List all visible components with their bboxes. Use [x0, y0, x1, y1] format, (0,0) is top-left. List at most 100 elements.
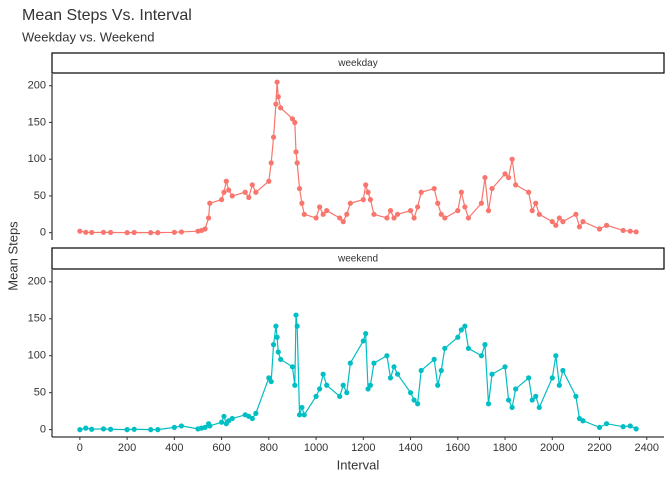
data-point [293, 312, 299, 318]
data-point [344, 390, 350, 396]
data-point [246, 194, 252, 200]
data-point [365, 189, 371, 195]
data-point [465, 345, 472, 351]
data-point [509, 404, 515, 411]
data-point [202, 226, 208, 232]
data-point [340, 382, 346, 388]
x-tick-label: 1600 [446, 442, 470, 454]
data-point [387, 208, 394, 214]
data-point [391, 215, 397, 221]
data-point [221, 189, 227, 195]
data-point [435, 382, 441, 388]
data-point [107, 426, 114, 432]
data-point [442, 215, 448, 221]
data-point [274, 79, 280, 85]
data-point [556, 382, 562, 388]
y-tick-label: 150 [28, 313, 46, 325]
data-point [148, 427, 154, 433]
data-point [293, 149, 299, 155]
data-point [207, 200, 213, 206]
data-point [363, 330, 369, 337]
data-point [526, 189, 532, 195]
data-point [229, 193, 235, 199]
data-point [296, 412, 303, 418]
series-line [79, 315, 637, 431]
data-point [344, 211, 350, 217]
data-point [202, 424, 208, 430]
data-point [462, 323, 468, 329]
data-point [394, 371, 401, 377]
data-point [253, 189, 259, 195]
data-point [485, 401, 492, 407]
y-tick-label: 200 [28, 80, 46, 92]
data-point [549, 219, 555, 225]
data-point [100, 229, 107, 235]
y-tick-label: 150 [28, 116, 46, 128]
data-point [580, 418, 586, 424]
data-point [455, 208, 461, 214]
data-point [536, 211, 542, 217]
data-point [596, 226, 603, 232]
data-point [289, 364, 296, 370]
data-point [489, 185, 495, 192]
data-point [317, 204, 323, 210]
data-point [502, 171, 508, 177]
data-point [367, 382, 374, 388]
data-point [415, 204, 421, 210]
data-point [320, 371, 326, 377]
x-axis-title: Interval [337, 457, 380, 472]
data-point [560, 219, 566, 225]
data-point [478, 200, 485, 206]
data-point [360, 197, 366, 203]
data-point [533, 200, 539, 206]
data-point [320, 211, 326, 217]
y-axis-title: Mean Steps [5, 221, 20, 291]
chart-subtitle: Weekday vs. Weekend [22, 29, 154, 44]
facet-label: weekday [337, 58, 377, 69]
data-point [218, 419, 225, 425]
data-point [301, 211, 307, 217]
data-point [337, 393, 343, 399]
facet-strip [51, 247, 665, 270]
data-point [529, 397, 535, 403]
data-point [324, 382, 330, 388]
data-point [365, 386, 371, 392]
data-point [482, 174, 488, 181]
data-point [418, 367, 424, 374]
data-point [529, 208, 535, 214]
data-point [229, 415, 235, 422]
data-point [340, 219, 346, 225]
data-point [580, 219, 586, 225]
x-tick-label: 200 [118, 442, 136, 454]
data-point [89, 229, 95, 236]
data-point [278, 105, 284, 111]
data-point [536, 404, 542, 411]
data-point [249, 415, 255, 422]
data-point [249, 182, 255, 188]
data-point [553, 222, 559, 228]
data-point [207, 423, 213, 429]
x-tick-label: 0 [77, 442, 83, 454]
data-point [324, 208, 330, 214]
data-point [384, 215, 390, 221]
data-point [411, 397, 417, 403]
data-point [77, 228, 83, 234]
data-point [226, 187, 232, 193]
data-point [292, 119, 298, 126]
data-point [478, 353, 485, 359]
x-tick-label: 1800 [493, 442, 517, 454]
data-point [367, 197, 374, 203]
data-point [620, 424, 626, 430]
data-point [274, 334, 280, 340]
data-point [275, 94, 281, 100]
data-point [384, 353, 390, 359]
data-point [278, 356, 284, 363]
data-point [604, 222, 610, 228]
data-point [573, 211, 579, 217]
data-point [266, 178, 272, 184]
data-point [171, 424, 177, 430]
data-point [313, 215, 319, 221]
data-point [221, 413, 227, 419]
data-point [411, 215, 417, 221]
